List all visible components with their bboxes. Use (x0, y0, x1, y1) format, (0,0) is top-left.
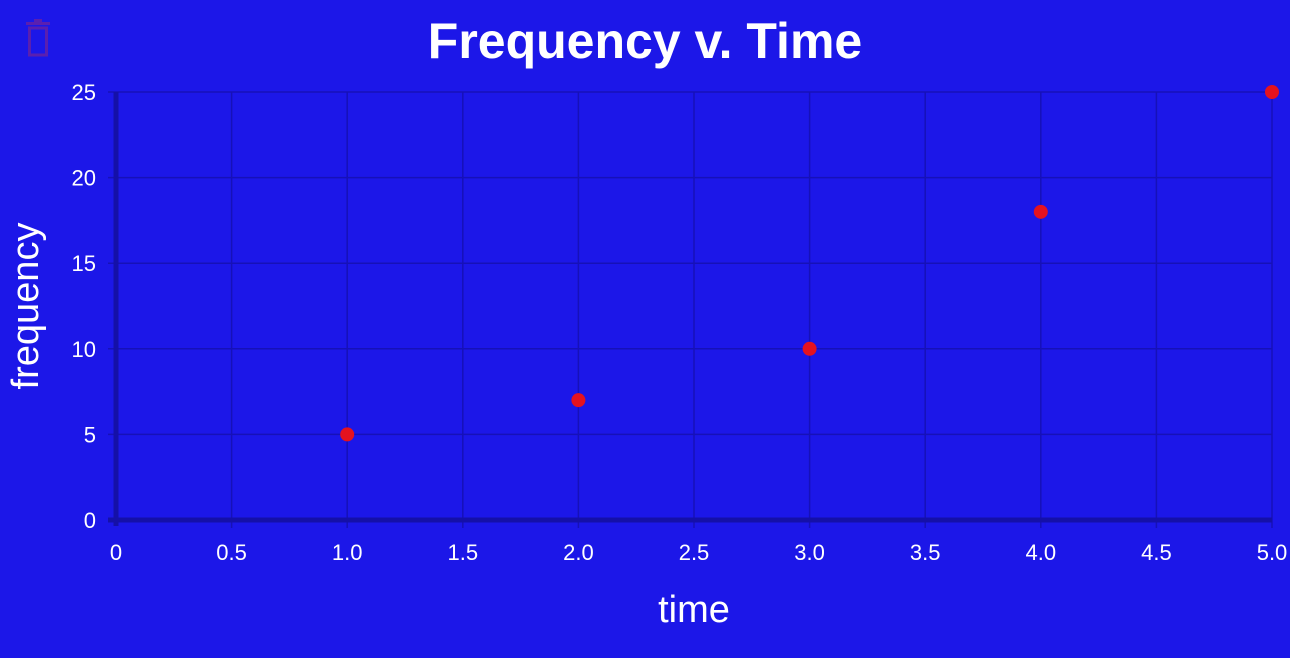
y-tick-label: 25 (72, 80, 96, 105)
x-tick-label: 1.0 (332, 540, 363, 565)
x-tick-label: 2.5 (679, 540, 710, 565)
delete-chart-button[interactable] (22, 18, 58, 62)
y-tick-label: 5 (84, 422, 96, 447)
trash-icon (26, 19, 50, 57)
y-axis-label: frequency (5, 223, 47, 390)
x-tick-labels: 0 0.5 1.0 1.5 2.0 2.5 3.0 3.5 4.0 4.5 5.0 (110, 540, 1287, 565)
y-tick-label: 10 (72, 337, 96, 362)
axes (108, 92, 1272, 526)
data-point[interactable] (571, 393, 586, 408)
x-tick-label: 1.5 (448, 540, 479, 565)
x-tick-label: 0 (110, 540, 122, 565)
data-point[interactable] (340, 427, 355, 442)
grid (108, 91, 1273, 528)
x-tick-label: 2.0 (563, 540, 594, 565)
x-axis-label: time (658, 589, 730, 631)
data-points (340, 85, 1279, 442)
data-point[interactable] (802, 341, 817, 356)
chart-title: Frequency v. Time (428, 13, 862, 69)
data-point[interactable] (1033, 204, 1048, 219)
y-tick-label: 15 (72, 251, 96, 276)
y-tick-label: 20 (72, 166, 96, 191)
x-tick-label: 4.5 (1141, 540, 1172, 565)
data-point[interactable] (1265, 85, 1279, 99)
x-tick-label: 0.5 (216, 540, 247, 565)
x-tick-label: 5.0 (1257, 540, 1288, 565)
x-tick-label: 3.0 (794, 540, 825, 565)
y-tick-label: 0 (84, 508, 96, 533)
y-tick-labels: 0 5 10 15 20 25 (72, 80, 96, 533)
x-tick-label: 4.0 (1026, 540, 1057, 565)
x-tick-label: 3.5 (910, 540, 941, 565)
